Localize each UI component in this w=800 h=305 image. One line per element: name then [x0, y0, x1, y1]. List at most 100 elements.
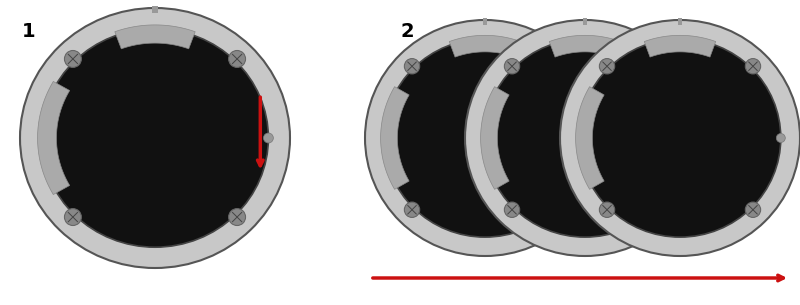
- Bar: [502, 107, 668, 113]
- Circle shape: [746, 59, 761, 74]
- Bar: [402, 77, 568, 87]
- Bar: [597, 67, 763, 209]
- Circle shape: [504, 202, 520, 217]
- Circle shape: [65, 51, 82, 67]
- Bar: [502, 181, 668, 187]
- Bar: [402, 199, 568, 209]
- Polygon shape: [481, 87, 509, 189]
- Bar: [597, 152, 763, 162]
- Bar: [402, 133, 568, 143]
- Bar: [597, 124, 763, 134]
- Bar: [597, 162, 763, 171]
- Bar: [402, 171, 568, 181]
- Bar: [62, 60, 248, 216]
- Bar: [402, 67, 568, 77]
- Polygon shape: [38, 81, 70, 195]
- Bar: [502, 169, 668, 175]
- Ellipse shape: [465, 20, 705, 256]
- Circle shape: [599, 202, 614, 217]
- Bar: [597, 105, 763, 115]
- Bar: [597, 133, 763, 143]
- Bar: [502, 67, 668, 209]
- Circle shape: [582, 134, 590, 142]
- Bar: [502, 95, 668, 102]
- Bar: [597, 171, 763, 181]
- Bar: [502, 158, 668, 164]
- Polygon shape: [450, 35, 521, 57]
- Bar: [502, 192, 668, 198]
- Text: 2: 2: [400, 22, 414, 41]
- Circle shape: [263, 133, 274, 143]
- Circle shape: [550, 202, 566, 217]
- Bar: [482, 18, 487, 25]
- Bar: [502, 135, 668, 141]
- Bar: [502, 163, 668, 170]
- Circle shape: [746, 202, 761, 217]
- Circle shape: [776, 134, 786, 142]
- Bar: [502, 118, 668, 124]
- Bar: [502, 73, 668, 79]
- Bar: [402, 152, 568, 162]
- Bar: [62, 122, 248, 138]
- Bar: [502, 90, 668, 96]
- Polygon shape: [381, 87, 409, 189]
- Ellipse shape: [20, 8, 290, 268]
- Ellipse shape: [365, 20, 605, 256]
- Ellipse shape: [560, 20, 800, 256]
- Bar: [582, 18, 587, 25]
- Bar: [502, 67, 668, 74]
- Bar: [402, 190, 568, 200]
- Circle shape: [404, 202, 420, 217]
- Bar: [502, 130, 668, 136]
- Ellipse shape: [42, 29, 268, 247]
- Bar: [502, 113, 668, 119]
- Bar: [597, 86, 763, 96]
- Bar: [502, 101, 668, 107]
- Bar: [597, 199, 763, 209]
- Ellipse shape: [484, 39, 686, 237]
- Text: 1: 1: [22, 22, 36, 41]
- Bar: [402, 162, 568, 171]
- Bar: [597, 181, 763, 190]
- Bar: [502, 124, 668, 130]
- Polygon shape: [644, 35, 716, 57]
- Bar: [502, 146, 668, 153]
- Polygon shape: [576, 87, 604, 189]
- Bar: [152, 6, 158, 13]
- Bar: [597, 95, 763, 106]
- Circle shape: [550, 59, 566, 74]
- Circle shape: [229, 51, 246, 67]
- Bar: [402, 114, 568, 124]
- Circle shape: [504, 59, 520, 74]
- Bar: [502, 141, 668, 147]
- Bar: [502, 197, 668, 204]
- Bar: [402, 86, 568, 96]
- Bar: [402, 124, 568, 134]
- Circle shape: [682, 134, 690, 142]
- Bar: [597, 77, 763, 87]
- Circle shape: [65, 209, 82, 225]
- Bar: [502, 186, 668, 192]
- Bar: [62, 138, 248, 216]
- Bar: [678, 18, 682, 25]
- Bar: [402, 143, 568, 153]
- Circle shape: [229, 209, 246, 225]
- Bar: [62, 60, 248, 122]
- Bar: [597, 67, 763, 77]
- Circle shape: [404, 59, 420, 74]
- Bar: [597, 114, 763, 124]
- Ellipse shape: [579, 39, 781, 237]
- Bar: [402, 181, 568, 190]
- Circle shape: [650, 59, 666, 74]
- Polygon shape: [550, 35, 621, 57]
- Bar: [402, 95, 568, 106]
- Circle shape: [599, 59, 614, 74]
- Polygon shape: [115, 25, 195, 49]
- Ellipse shape: [384, 39, 586, 237]
- Bar: [502, 152, 668, 158]
- Bar: [402, 67, 568, 209]
- Bar: [402, 105, 568, 115]
- Bar: [502, 84, 668, 90]
- Bar: [502, 175, 668, 181]
- Bar: [502, 203, 668, 209]
